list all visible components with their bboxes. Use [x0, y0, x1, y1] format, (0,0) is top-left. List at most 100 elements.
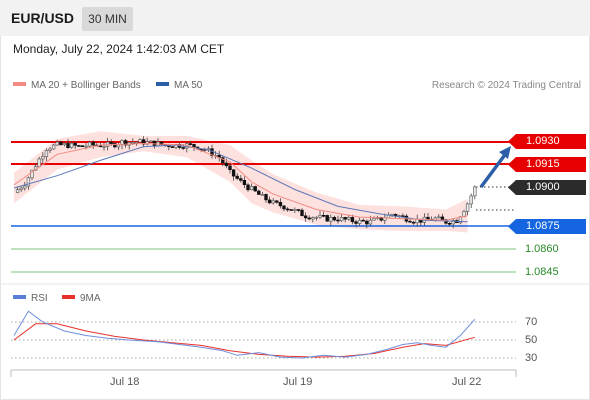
candle-body: [260, 194, 265, 196]
candle-body: [278, 202, 283, 207]
ma20-label: MA 20 + Bollinger Bands: [31, 80, 141, 91]
candle-body: [318, 215, 322, 218]
candle-body: [141, 139, 146, 145]
candle-body: [372, 218, 376, 221]
candle-body: [473, 186, 477, 197]
candle-body: [231, 169, 236, 177]
forecast-arrow-shaft: [479, 150, 509, 189]
candle-body: [325, 215, 329, 222]
candle-body: [451, 220, 455, 225]
candle-body: [289, 209, 293, 211]
candle-body: [311, 217, 315, 220]
candle-body: [181, 147, 185, 149]
level-1.0860-label: 1.0860: [525, 243, 559, 255]
candle-body: [192, 143, 196, 148]
header-bar: EUR/USD 30 MIN: [0, 0, 590, 36]
ma20-swatch: [13, 82, 26, 87]
legend-ma50: MA 50: [156, 80, 202, 91]
ma9-swatch: [62, 295, 75, 300]
candle-body: [123, 140, 128, 146]
candle-body: [354, 221, 358, 224]
rsi-level-50: 50: [525, 334, 538, 346]
level-tag-notch: [508, 180, 516, 195]
candle-body: [134, 141, 139, 144]
level-1.0875-tag: 1.0875: [516, 219, 586, 234]
candle-body: [339, 217, 344, 222]
candle-body: [188, 143, 193, 145]
candle-body: [253, 186, 257, 192]
candle-body: [138, 139, 142, 143]
candle-body: [296, 209, 301, 211]
x-tick-jul19: Jul 19: [283, 376, 313, 388]
candle-body: [235, 175, 239, 179]
legend-rsi: RSI: [13, 293, 48, 304]
level-tag-notch: [508, 134, 516, 149]
legend-ma20: MA 20 + Bollinger Bands: [13, 80, 141, 91]
candle-body: [131, 142, 135, 144]
candle-body: [91, 142, 95, 146]
candle-body: [69, 142, 74, 148]
rsi-level-70: 70: [525, 316, 538, 328]
candle-body: [437, 216, 441, 219]
candle-body: [37, 158, 41, 167]
candle-body: [48, 148, 52, 151]
candle-body: [350, 217, 355, 223]
credit-label: Research © 2024 Trading Central: [431, 80, 581, 91]
candle-body: [44, 150, 49, 157]
candle-body: [55, 141, 59, 146]
candle-body: [426, 216, 430, 220]
rsi-label: RSI: [31, 293, 48, 304]
candle-body: [303, 215, 308, 219]
timeframe-button[interactable]: 30 MIN: [82, 7, 133, 31]
candle-body: [411, 221, 416, 224]
candle-body: [300, 209, 304, 217]
level-1.0900-tag: 1.0900: [516, 180, 586, 195]
candle-body: [87, 142, 92, 147]
candle-body: [77, 145, 81, 147]
candle-body: [307, 217, 311, 220]
candle-body: [26, 177, 31, 187]
candle-body: [102, 146, 106, 148]
x-tick-jul18: Jul 18: [110, 376, 140, 388]
candle-body: [246, 184, 250, 191]
candle-body: [275, 200, 279, 203]
candle-body: [332, 217, 337, 221]
candle-body: [271, 200, 275, 204]
candle-body: [62, 143, 67, 146]
candle-body: [343, 217, 347, 220]
candle-body: [84, 145, 88, 148]
symbol-label: EUR/USD: [11, 10, 75, 26]
candle-body: [19, 187, 23, 190]
candle-body: [221, 157, 225, 164]
level-1.0915-tag: 1.0915: [516, 157, 586, 172]
candle-body: [41, 156, 45, 160]
candle-body: [113, 143, 117, 148]
rsi-ma9-line: [13, 323, 475, 358]
candle-body: [257, 190, 261, 195]
rsi-level-30: 30: [525, 352, 538, 364]
candle-body: [80, 145, 85, 147]
level-tag-notch: [508, 157, 516, 172]
candle-body: [408, 220, 412, 223]
candle-body: [329, 217, 333, 222]
candle-body: [282, 205, 286, 210]
candle-body: [249, 186, 254, 191]
candle-body: [23, 185, 27, 189]
candle-body: [73, 142, 77, 146]
forecast-arrow-head: [499, 146, 511, 159]
candle-body: [149, 140, 153, 143]
candle-body: [293, 209, 297, 211]
candle-body: [30, 169, 34, 179]
datetime-label: Monday, July 22, 2024 1:42:03 AM CET: [13, 42, 225, 56]
ma9-label: 9MA: [80, 293, 101, 304]
ma20-line: [13, 142, 468, 221]
x-tick-jul22: Jul 22: [452, 376, 482, 388]
candle-body: [109, 141, 113, 144]
candle-body: [242, 180, 247, 186]
candle-body: [321, 215, 326, 217]
candle-body: [66, 143, 70, 148]
candle-body: [285, 208, 290, 211]
candle-body: [228, 165, 232, 171]
rsi-line: [13, 310, 476, 359]
candle-body: [264, 194, 268, 201]
